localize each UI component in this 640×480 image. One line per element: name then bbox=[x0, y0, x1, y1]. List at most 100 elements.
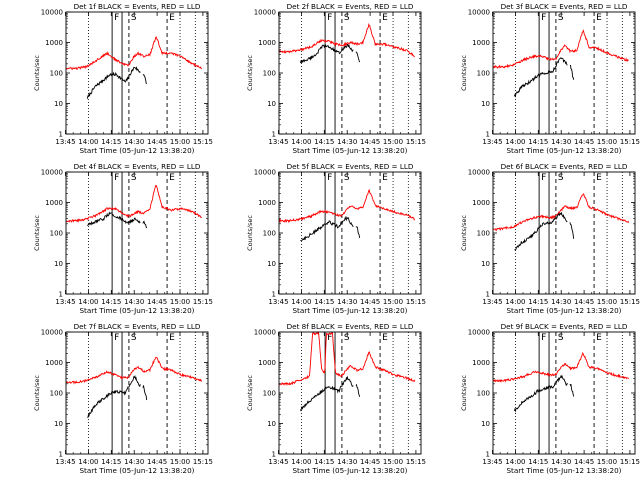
x-tick-label: 15:00 bbox=[383, 298, 403, 306]
x-tick-label: 14:45 bbox=[574, 138, 594, 146]
x-axis-label: Start Time (05-Jun-12 13:38:20) bbox=[79, 306, 194, 315]
events-series-line bbox=[299, 43, 361, 64]
x-tick-label: 13:45 bbox=[268, 458, 288, 466]
x-tick-label: 14:30 bbox=[551, 298, 571, 306]
x-axis-label: Start Time (05-Jun-12 13:38:20) bbox=[506, 146, 621, 155]
x-axis-label: Start Time (05-Jun-12 13:38:20) bbox=[292, 306, 407, 315]
y-axis-label: Counts/sec bbox=[246, 215, 254, 251]
x-tick-label: 15:15 bbox=[620, 298, 640, 306]
x-tick-label: 15:15 bbox=[406, 458, 426, 466]
y-tick-label: 10 bbox=[481, 420, 490, 428]
y-tick-label: 1000 bbox=[258, 199, 276, 207]
panel-det-7: Det 7f BLACK = Events, RED = LLD F S E 1 10 10… bbox=[33, 322, 213, 475]
plot-frame bbox=[278, 11, 422, 135]
marker-e: E bbox=[382, 333, 388, 343]
plot-frame bbox=[492, 11, 636, 135]
marker-e: E bbox=[596, 333, 602, 343]
panel-data bbox=[66, 36, 203, 99]
marker-s: S bbox=[131, 173, 137, 183]
x-tick-label: 14:30 bbox=[337, 138, 357, 146]
y-tick-label: 1 bbox=[272, 451, 276, 459]
y-tick-label: 100 bbox=[50, 390, 63, 398]
lld-series-line bbox=[66, 36, 203, 70]
y-axis-label: Counts/sec bbox=[33, 215, 41, 251]
lld-series-line bbox=[66, 185, 202, 223]
panel-title: Det 1f BLACK = Events, RED = LLD bbox=[74, 2, 201, 11]
x-tick-label: 14:15 bbox=[314, 138, 334, 146]
lld-series-line bbox=[279, 22, 415, 58]
y-tick-label: 100 bbox=[477, 230, 490, 238]
x-tick-label: 14:45 bbox=[147, 138, 167, 146]
lld-series-line bbox=[493, 193, 630, 232]
y-tick-label: 1 bbox=[486, 131, 490, 139]
x-tick-label: 13:45 bbox=[268, 138, 288, 146]
marker-f: F bbox=[541, 333, 546, 343]
marker-s: S bbox=[131, 333, 137, 343]
x-axis-label: Start Time (05-Jun-12 13:38:20) bbox=[292, 146, 407, 155]
plot-frame bbox=[65, 331, 209, 455]
panel-det-6: Det 6f BLACK = Events, RED = LLD F S E 1 10 10… bbox=[460, 162, 640, 315]
panel-data bbox=[493, 29, 629, 98]
events-series-line bbox=[87, 211, 148, 229]
y-axis-label: Counts/sec bbox=[460, 55, 468, 91]
y-tick-label: 1000 bbox=[258, 39, 276, 47]
marker-e: E bbox=[382, 13, 388, 23]
x-tick-label: 14:45 bbox=[147, 298, 167, 306]
y-tick-label: 10 bbox=[267, 420, 276, 428]
panel-det-1: Det 1f BLACK = Events, RED = LLD F S E 1 10 10… bbox=[33, 2, 213, 155]
x-tick-label: 15:15 bbox=[193, 458, 213, 466]
x-tick-label: 14:30 bbox=[124, 138, 144, 146]
x-tick-label: 14:30 bbox=[551, 138, 571, 146]
y-tick-label: 1000 bbox=[258, 359, 276, 367]
y-tick-label: 1 bbox=[59, 291, 63, 299]
y-axis-label: Counts/sec bbox=[33, 375, 41, 411]
panel-data bbox=[279, 22, 415, 64]
panel-det-8: Det 8f BLACK = Events, RED = LLD F S E 1 10 10… bbox=[246, 322, 426, 475]
x-tick-label: 14:45 bbox=[360, 298, 380, 306]
panel-data bbox=[279, 332, 416, 412]
x-tick-label: 14:00 bbox=[291, 458, 311, 466]
x-tick-label: 13:45 bbox=[482, 298, 502, 306]
x-tick-label: 14:00 bbox=[78, 458, 98, 466]
plot-frame bbox=[65, 11, 209, 135]
events-series-line bbox=[514, 212, 575, 251]
y-axis-label: Counts/sec bbox=[460, 375, 468, 411]
y-tick-label: 10 bbox=[54, 100, 63, 108]
plot-frame bbox=[492, 331, 636, 455]
x-tick-label: 13:45 bbox=[55, 298, 75, 306]
panel-det-2: Det 2f BLACK = Events, RED = LLD F S E 1 10 10… bbox=[246, 2, 426, 155]
y-tick-label: 10 bbox=[481, 100, 490, 108]
x-tick-label: 14:00 bbox=[505, 138, 525, 146]
y-tick-label: 100 bbox=[477, 70, 490, 78]
y-tick-label: 10000 bbox=[41, 169, 63, 177]
x-tick-label: 14:30 bbox=[124, 298, 144, 306]
panel-data bbox=[493, 193, 630, 251]
x-axis-label: Start Time (05-Jun-12 13:38:20) bbox=[292, 466, 407, 475]
y-tick-label: 1 bbox=[272, 291, 276, 299]
x-tick-label: 14:30 bbox=[337, 298, 357, 306]
x-tick-label: 15:00 bbox=[383, 458, 403, 466]
x-axis-label: Start Time (05-Jun-12 13:38:20) bbox=[506, 306, 621, 315]
marker-f: F bbox=[327, 173, 332, 183]
marker-s: S bbox=[558, 173, 564, 183]
x-tick-label: 14:00 bbox=[78, 138, 98, 146]
events-series-line bbox=[299, 375, 361, 412]
panel-title: Det 2f BLACK = Events, RED = LLD bbox=[287, 2, 414, 11]
x-tick-label: 14:15 bbox=[528, 138, 548, 146]
y-tick-label: 100 bbox=[263, 230, 276, 238]
x-tick-label: 13:45 bbox=[55, 458, 75, 466]
x-tick-label: 14:45 bbox=[147, 458, 167, 466]
events-series-line bbox=[513, 374, 575, 413]
x-tick-label: 14:00 bbox=[505, 458, 525, 466]
y-tick-label: 10 bbox=[481, 260, 490, 268]
marker-s: S bbox=[344, 173, 350, 183]
panel-det-3: Det 3f BLACK = Events, RED = LLD F S E 1 10 10… bbox=[460, 2, 640, 155]
marker-f: F bbox=[541, 13, 546, 23]
x-axis-label: Start Time (05-Jun-12 13:38:20) bbox=[79, 466, 194, 475]
y-tick-label: 10 bbox=[267, 100, 276, 108]
y-tick-label: 10000 bbox=[254, 169, 276, 177]
y-tick-label: 100 bbox=[50, 70, 63, 78]
x-tick-label: 14:00 bbox=[505, 298, 525, 306]
y-tick-label: 10000 bbox=[468, 9, 490, 17]
